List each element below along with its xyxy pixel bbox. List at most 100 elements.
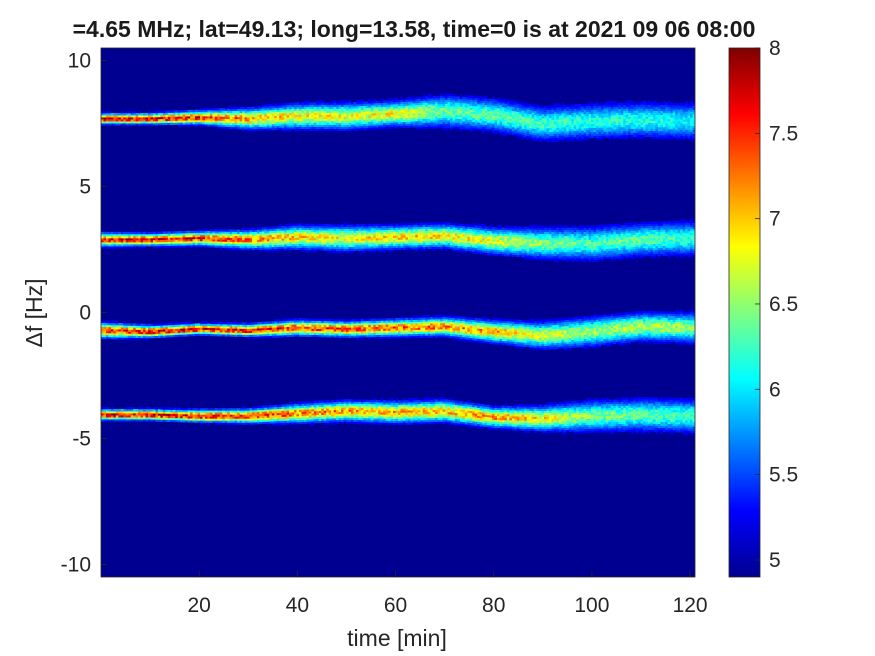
heatmap-cell-series-0 — [568, 130, 572, 134]
heatmap-cell-series-0 — [346, 108, 349, 111]
heatmap-cell-series-1 — [358, 238, 362, 241]
heatmap-cell-series-1 — [244, 245, 248, 249]
heatmap-cell-series-0 — [427, 102, 431, 105]
heatmap-cell-series-0 — [289, 114, 292, 118]
heatmap-cell-series-0 — [459, 102, 463, 106]
heatmap-cell-series-0 — [588, 127, 592, 131]
heatmap-cell-series-0 — [487, 122, 490, 126]
heatmap-cell-series-0 — [608, 119, 612, 122]
heatmap-cell-series-0 — [135, 121, 139, 124]
heatmap-cell-series-1 — [251, 227, 255, 231]
heatmap-cell-series-0 — [645, 118, 649, 121]
heatmap-cell-series-1 — [256, 239, 260, 242]
heatmap-cell-series-1 — [299, 223, 302, 226]
heatmap-cell-series-1 — [445, 228, 448, 231]
heatmap-cell-series-0 — [501, 104, 505, 108]
heatmap-cell-series-0 — [432, 99, 436, 103]
heatmap-cell-series-1 — [143, 235, 146, 239]
heatmap-cell-series-1 — [133, 246, 137, 249]
heatmap-cell-series-0 — [511, 126, 515, 130]
heatmap-cell-series-1 — [204, 236, 208, 240]
heatmap-cell-series-0 — [422, 106, 426, 109]
heatmap-cell-series-0 — [618, 132, 622, 136]
heatmap-cell-series-1 — [160, 239, 164, 243]
heatmap-cell-series-1 — [402, 247, 406, 250]
heatmap-cell-series-1 — [172, 233, 176, 236]
heatmap-cell-series-0 — [472, 125, 476, 129]
heatmap-cell-series-1 — [237, 233, 240, 237]
heatmap-cell-series-1 — [274, 234, 278, 237]
heatmap-cell-series-0 — [289, 108, 292, 112]
heatmap-cell-series-0 — [487, 128, 490, 132]
heatmap-cell-series-0 — [160, 112, 164, 116]
heatmap-cell-series-0 — [539, 117, 542, 120]
heatmap-cell-series-0 — [600, 103, 604, 106]
heatmap-cell-series-0 — [360, 119, 364, 123]
heatmap-cell-series-1 — [321, 230, 325, 233]
heatmap-cell-series-0 — [534, 126, 538, 130]
heatmap-cell-series-0 — [459, 128, 463, 132]
heatmap-cell-series-0 — [155, 122, 159, 126]
heatmap-cell-series-1 — [385, 241, 389, 245]
heatmap-cell-series-1 — [209, 234, 213, 238]
heatmap-cell-series-0 — [551, 123, 555, 126]
heatmap-cell-series-0 — [380, 100, 384, 104]
heatmap-cell-series-0 — [420, 118, 424, 122]
heatmap-cell-series-0 — [143, 117, 146, 120]
heatmap-cell-series-0 — [388, 116, 391, 119]
heatmap-cell-series-0 — [511, 106, 515, 110]
heatmap-cell-series-0 — [593, 117, 597, 120]
heatmap-cell-series-0 — [202, 119, 206, 123]
heatmap-cell-series-0 — [360, 101, 364, 105]
heatmap-cell-series-0 — [477, 116, 481, 119]
heatmap-cell-series-1 — [204, 238, 208, 242]
heatmap-cell-series-1 — [353, 246, 357, 249]
heatmap-cell-series-0 — [633, 102, 636, 105]
heatmap-cell-series-0 — [420, 112, 424, 116]
heatmap-cell-series-0 — [603, 123, 607, 126]
heatmap-cell-series-0 — [395, 107, 399, 111]
heatmap-cell-series-0 — [623, 116, 627, 120]
heatmap-cell-series-1 — [135, 239, 139, 243]
heatmap-cell-series-0 — [591, 107, 594, 110]
heatmap-cell-series-1 — [256, 243, 260, 246]
heatmap-cell-series-0 — [269, 103, 273, 107]
heatmap-cell-series-1 — [385, 231, 389, 235]
heatmap-cell-series-0 — [133, 119, 137, 122]
heatmap-cell-series-1 — [425, 234, 429, 238]
heatmap-cell-series-0 — [645, 108, 649, 111]
heatmap-cell-series-0 — [489, 104, 493, 108]
heatmap-cell-series-0 — [662, 130, 666, 134]
heatmap-cell-series-0 — [172, 114, 176, 117]
heatmap-cell-series-0 — [407, 115, 411, 118]
heatmap-cell-series-0 — [692, 109, 695, 112]
heatmap-cell-series-0 — [266, 126, 270, 129]
heatmap-cell-series-1 — [323, 228, 327, 231]
heatmap-cell-series-0 — [541, 124, 545, 127]
heatmap-cell-series-1 — [276, 244, 280, 247]
heatmap-cell-series-1 — [318, 248, 322, 251]
heatmap-cell-series-1 — [358, 230, 362, 233]
heatmap-cell-series-0 — [479, 110, 483, 113]
heatmap-cell-series-1 — [214, 243, 218, 246]
heatmap-cell-series-0 — [333, 106, 337, 109]
heatmap-cell-series-0 — [596, 107, 599, 110]
heatmap-cell-series-0 — [281, 111, 285, 114]
heatmap-cell-series-0 — [581, 126, 585, 129]
heatmap-cell-series-0 — [568, 120, 572, 124]
heatmap-cell-series-0 — [526, 137, 530, 140]
heatmap-cell-series-0 — [336, 118, 340, 121]
heatmap-cell-series-0 — [402, 111, 406, 114]
heatmap-cell-series-0 — [670, 104, 674, 108]
heatmap-cell-series-0 — [586, 107, 589, 111]
heatmap-cell-series-0 — [341, 122, 344, 125]
heatmap-cell-series-0 — [479, 124, 483, 127]
heatmap-cell-series-1 — [405, 233, 409, 236]
heatmap-cell-series-0 — [506, 115, 510, 119]
heatmap-cell-series-0 — [516, 115, 520, 119]
heatmap-cell-series-0 — [605, 135, 609, 138]
heatmap-cell-series-0 — [603, 103, 607, 106]
heatmap-cell-series-0 — [591, 103, 594, 106]
heatmap-cell-series-1 — [192, 236, 196, 240]
heatmap-cell-series-1 — [435, 232, 438, 235]
